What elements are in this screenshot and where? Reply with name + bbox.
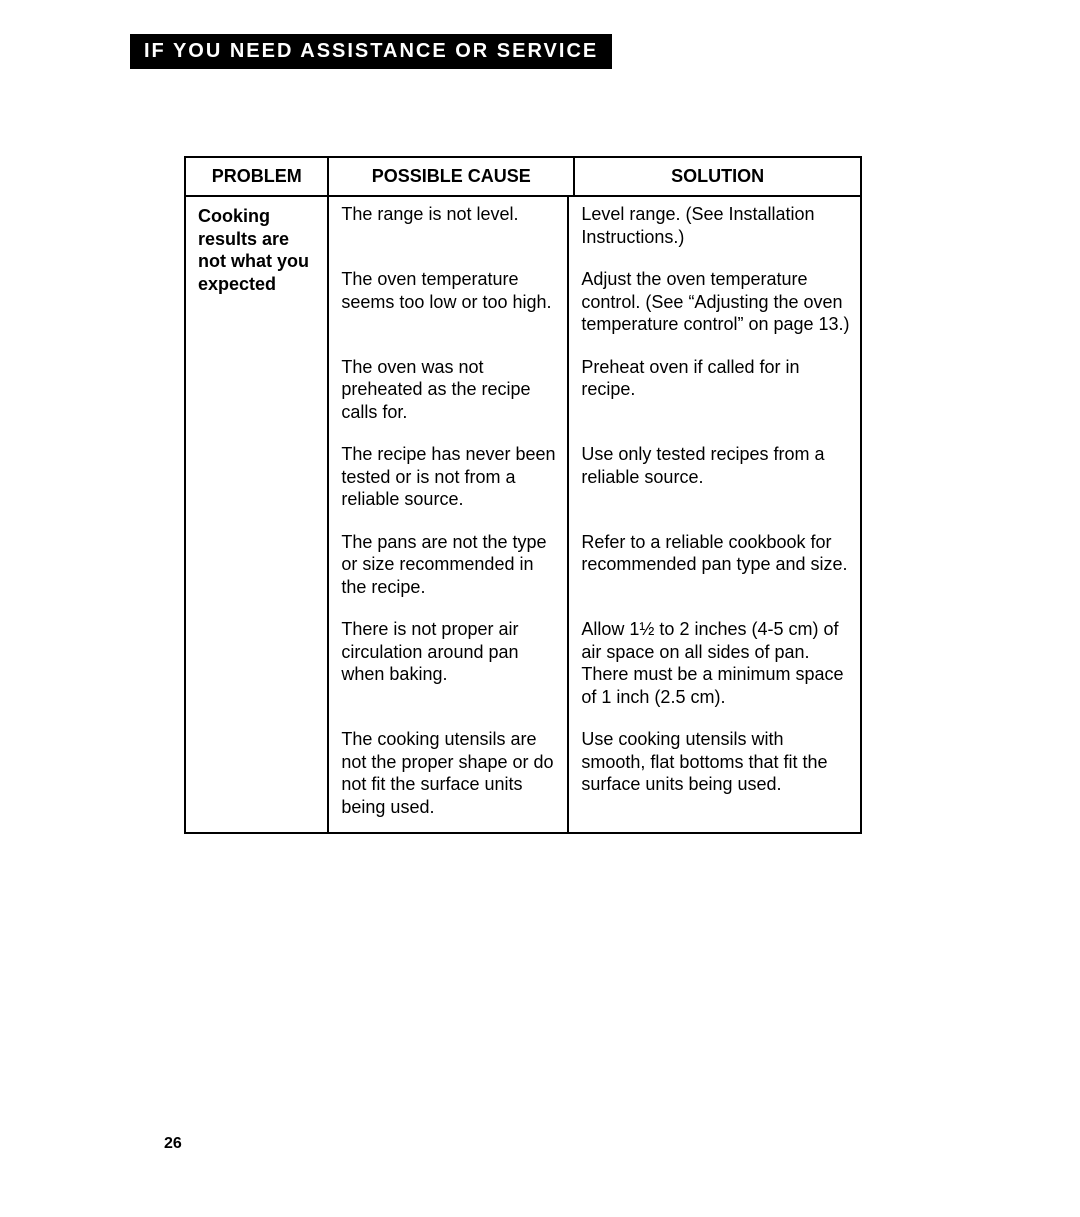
header-solution: SOLUTION	[574, 157, 861, 196]
cause-text: The range is not level.	[329, 197, 569, 262]
header-cause: POSSIBLE CAUSE	[328, 157, 574, 196]
table-header-row: PROBLEM POSSIBLE CAUSE SOLUTION	[185, 157, 861, 196]
page: IF YOU NEED ASSISTANCE OR SERVICE PROBLE…	[0, 0, 1080, 1217]
cause-text: The recipe has never been tested or is n…	[329, 437, 569, 525]
cause-text: The oven temperature seems too low or to…	[329, 262, 569, 350]
cause-text: The oven was not preheated as the recipe…	[329, 350, 569, 438]
table-row: The recipe has never been tested or is n…	[329, 437, 860, 525]
table-row: There is not proper air circulation arou…	[329, 612, 860, 722]
table-row: The cooking utensils are not the proper …	[329, 722, 860, 832]
header-problem: PROBLEM	[185, 157, 328, 196]
table-row: The pans are not the type or size recomm…	[329, 525, 860, 613]
table-row: The oven temperature seems too low or to…	[329, 262, 860, 350]
solution-text: Refer to a reliable cookbook for recomme…	[569, 525, 860, 613]
cause-text: There is not proper air circulation arou…	[329, 612, 569, 722]
problem-cell: Cooking results are not what you expecte…	[185, 196, 328, 833]
cause-text: The pans are not the type or size recomm…	[329, 525, 569, 613]
table-row: The range is not level.Level range. (See…	[329, 197, 860, 262]
troubleshooting-table: PROBLEM POSSIBLE CAUSE SOLUTION Cooking …	[184, 156, 862, 834]
solution-text: Use cooking utensils with smooth, flat b…	[569, 722, 860, 832]
cause-text: The cooking utensils are not the proper …	[329, 722, 569, 832]
solution-text: Preheat oven if called for in recipe.	[569, 350, 860, 438]
solution-text: Allow 1½ to 2 inches (4-5 cm) of air spa…	[569, 612, 860, 722]
solution-text: Use only tested recipes from a reliable …	[569, 437, 860, 525]
table-body-row: Cooking results are not what you expecte…	[185, 196, 861, 833]
troubleshooting-table-wrap: PROBLEM POSSIBLE CAUSE SOLUTION Cooking …	[184, 156, 862, 834]
page-number: 26	[164, 1135, 182, 1153]
table-row: The oven was not preheated as the recipe…	[329, 350, 860, 438]
solution-text: Level range. (See Installation Instructi…	[569, 197, 860, 262]
section-banner: IF YOU NEED ASSISTANCE OR SERVICE	[130, 34, 612, 69]
solution-text: Adjust the oven temperature control. (Se…	[569, 262, 860, 350]
cause-solution-cell: The range is not level.Level range. (See…	[328, 196, 861, 833]
